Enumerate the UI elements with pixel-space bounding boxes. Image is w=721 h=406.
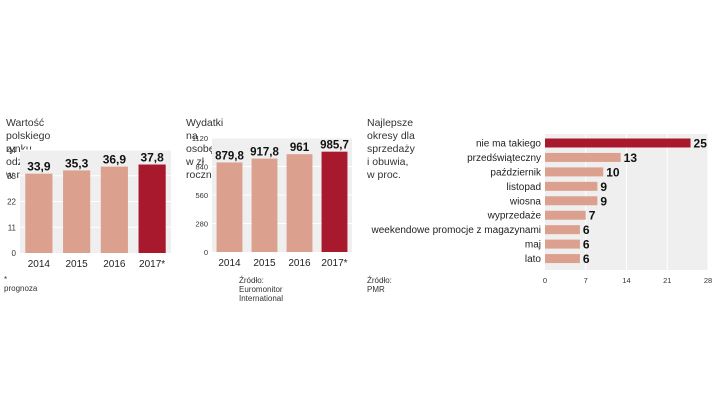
bar bbox=[545, 239, 580, 249]
y-tick-label: 11 bbox=[8, 223, 17, 232]
data-label: 6 bbox=[583, 223, 590, 237]
data-label: 37,8 bbox=[140, 151, 164, 165]
x-tick-label: 2014 bbox=[28, 259, 51, 270]
bar bbox=[545, 210, 586, 220]
category-label: październik bbox=[490, 167, 542, 178]
data-label: 9 bbox=[600, 194, 607, 208]
bar bbox=[251, 158, 278, 252]
market-value-chart: 0 11 22 33 44 33,9 2014 35,3 2015 36,9 2016 37,8 201… bbox=[7, 146, 171, 270]
data-label: 879,8 bbox=[215, 150, 244, 162]
bar bbox=[216, 162, 243, 252]
bar bbox=[100, 166, 128, 253]
data-label: 35,3 bbox=[65, 156, 89, 170]
y-tick-label: 280 bbox=[195, 220, 208, 229]
bar bbox=[138, 164, 166, 253]
category-label: wyprzedaże bbox=[487, 211, 542, 222]
data-label: 6 bbox=[583, 238, 590, 252]
x-tick-label: 28 bbox=[704, 276, 712, 285]
data-label: 7 bbox=[589, 209, 596, 223]
data-label: 36,9 bbox=[103, 153, 127, 167]
data-label: 9 bbox=[600, 180, 607, 194]
data-label: 917,8 bbox=[250, 147, 279, 159]
bar bbox=[545, 181, 598, 191]
x-tick-label: 21 bbox=[663, 276, 671, 285]
chart-title-line-1: Wartość polskiego rynku bbox=[6, 117, 51, 155]
x-tick-label: 2016 bbox=[103, 259, 126, 270]
x-tick-label: 2015 bbox=[253, 258, 276, 269]
bar bbox=[545, 254, 580, 264]
bar bbox=[545, 196, 598, 206]
x-tick-label: 2014 bbox=[218, 258, 241, 269]
chart-title-best-periods: Najlepsze okresy dla sprzedaży i obuwia,… bbox=[367, 117, 415, 181]
bar bbox=[25, 173, 53, 253]
x-tick-label: 2017* bbox=[321, 258, 347, 269]
y-tick-label: 44 bbox=[7, 146, 16, 155]
category-label: weekendowe promocje z magazynami bbox=[370, 225, 541, 236]
best-periods-chart: 0 7 14 21 28 nie ma takiego 25 przedświąteczny 1… bbox=[370, 134, 712, 285]
y-tick-label: 22 bbox=[7, 198, 16, 207]
x-tick-label: 2016 bbox=[288, 258, 311, 269]
y-tick-label: 1120 bbox=[192, 134, 208, 143]
category-label: lato bbox=[525, 254, 542, 265]
x-tick-label: 2017* bbox=[139, 259, 165, 270]
x-tick-label: 0 bbox=[543, 276, 547, 285]
category-label: przedświąteczny bbox=[467, 153, 541, 164]
category-label: nie ma takiego bbox=[476, 139, 541, 150]
category-label: listopad bbox=[507, 182, 541, 193]
bar bbox=[63, 170, 91, 253]
y-tick-label: 0 bbox=[204, 248, 208, 257]
data-label: 33,9 bbox=[27, 160, 51, 174]
data-label: 6 bbox=[583, 252, 590, 266]
forecast-note: * prognoza bbox=[4, 275, 38, 293]
x-tick-label: 2015 bbox=[66, 259, 89, 270]
y-tick-label: 560 bbox=[195, 191, 208, 200]
source-euromonitor: Źródło: Euromonitor International bbox=[239, 276, 284, 303]
x-tick-label: 14 bbox=[622, 276, 630, 285]
category-label: wiosna bbox=[509, 196, 542, 207]
data-label: 985,7 bbox=[320, 140, 349, 152]
bar bbox=[545, 225, 580, 235]
y-tick-label: 0 bbox=[12, 249, 17, 258]
data-label: 25 bbox=[694, 137, 708, 151]
data-label: 10 bbox=[606, 165, 620, 179]
bar bbox=[286, 154, 313, 252]
y-tick-label: 840 bbox=[195, 163, 208, 172]
spending-chart: 0 280 560 840 1120 879,8 2014 917,8 2015 961 2016 9… bbox=[192, 134, 352, 269]
chart-title-spending: Wydatki na osobę, w zł rocznie bbox=[186, 117, 224, 181]
category-label: maj bbox=[525, 240, 541, 251]
data-label: 961 bbox=[290, 142, 310, 154]
data-label: 13 bbox=[624, 151, 638, 165]
x-tick-label: 7 bbox=[584, 276, 588, 285]
bar bbox=[321, 151, 348, 252]
source-pmr: Źródło: PMR bbox=[367, 276, 392, 294]
bar bbox=[545, 138, 691, 148]
y-tick-label: 33 bbox=[7, 172, 16, 181]
bar bbox=[545, 152, 621, 162]
bar bbox=[545, 167, 604, 177]
